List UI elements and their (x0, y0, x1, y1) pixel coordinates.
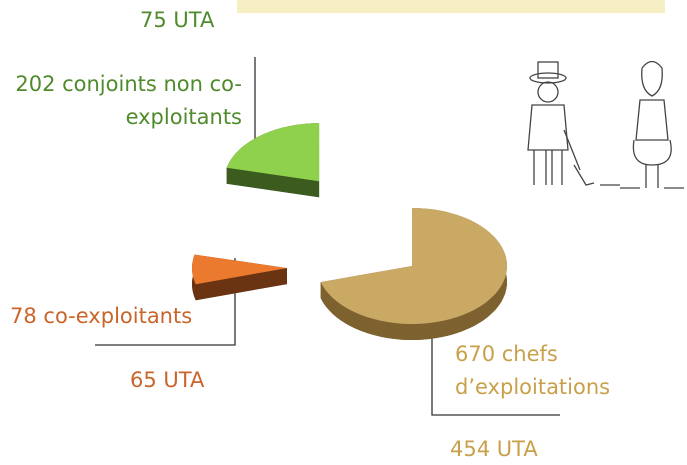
page: 75 UTA 202 conjoints non co-exploitants … (0, 0, 687, 465)
uta-label: 65 UTA (130, 364, 204, 397)
slice-label: 78 co-exploitants (10, 300, 192, 333)
slice-label: 202 conjoints non co-exploitants (10, 68, 242, 134)
top-bar (237, 0, 665, 13)
slice (321, 208, 507, 324)
farmer-sketch (528, 62, 684, 189)
uta-label: 454 UTA (450, 433, 538, 465)
uta-label: 75 UTA (140, 4, 214, 37)
slice-label: 670 chefs d’exploitations (455, 338, 625, 404)
